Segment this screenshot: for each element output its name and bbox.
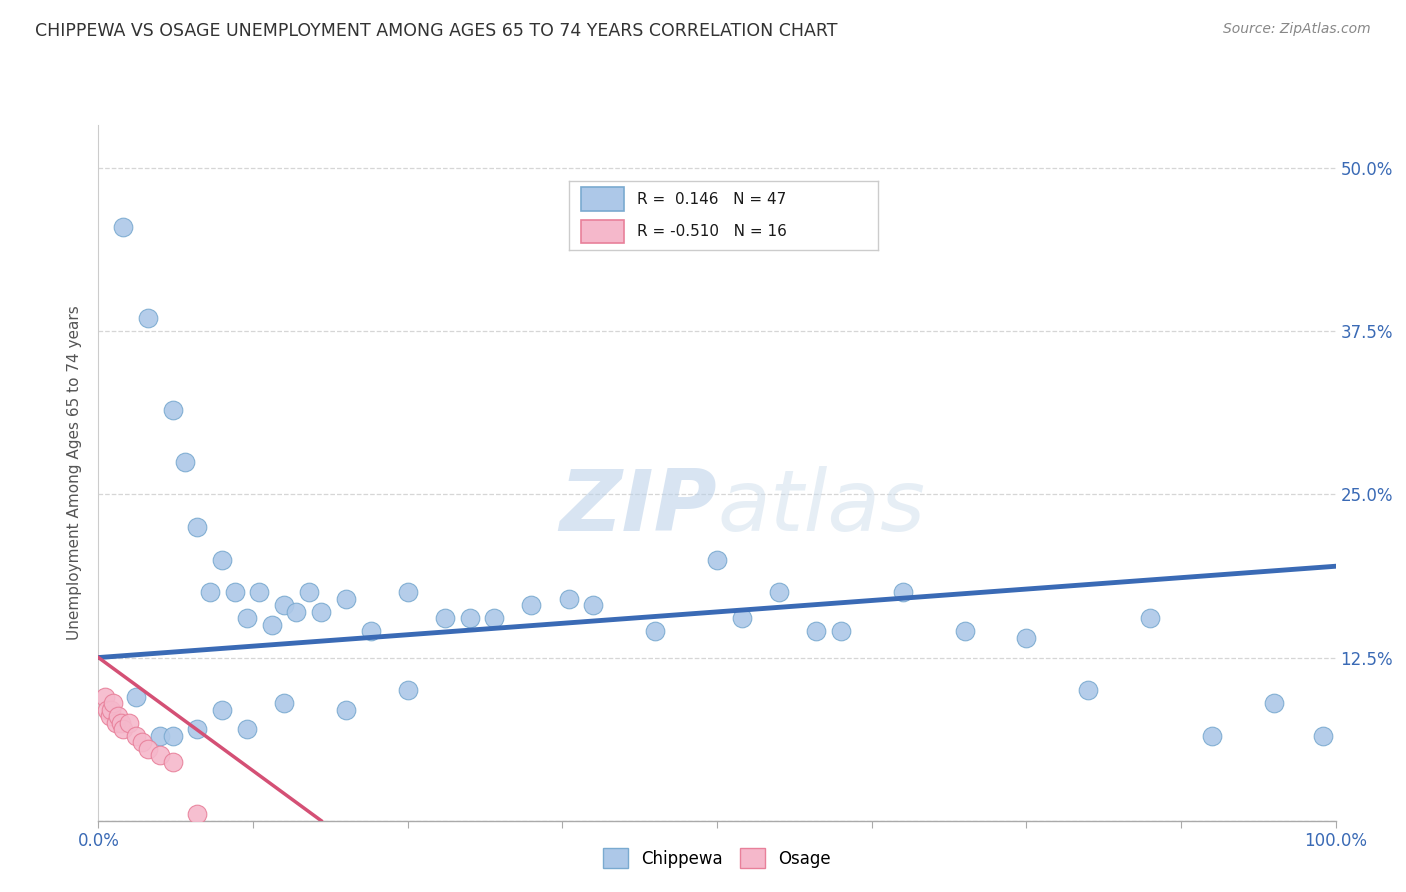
Point xyxy=(484,611,506,625)
Point xyxy=(247,585,270,599)
Point xyxy=(96,703,118,717)
Point xyxy=(433,611,456,625)
Point xyxy=(110,715,132,730)
Point xyxy=(211,552,233,566)
Point xyxy=(830,624,852,639)
Point xyxy=(360,624,382,639)
Point xyxy=(107,709,129,723)
Text: CHIPPEWA VS OSAGE UNEMPLOYMENT AMONG AGES 65 TO 74 YEARS CORRELATION CHART: CHIPPEWA VS OSAGE UNEMPLOYMENT AMONG AGE… xyxy=(35,22,838,40)
Point xyxy=(396,683,419,698)
Point xyxy=(1139,611,1161,625)
Point xyxy=(273,696,295,710)
Point xyxy=(285,605,308,619)
Text: atlas: atlas xyxy=(717,466,925,549)
Y-axis label: Unemployment Among Ages 65 to 74 years: Unemployment Among Ages 65 to 74 years xyxy=(67,305,83,640)
Point xyxy=(162,755,184,769)
Point xyxy=(224,585,246,599)
Point xyxy=(186,520,208,534)
Point xyxy=(124,729,146,743)
FancyBboxPatch shape xyxy=(581,219,624,244)
Point xyxy=(98,709,121,723)
Point xyxy=(174,455,197,469)
Point xyxy=(731,611,754,625)
Point xyxy=(557,591,579,606)
Point xyxy=(273,599,295,613)
Point xyxy=(131,735,153,749)
Point xyxy=(458,611,481,625)
Text: Source: ZipAtlas.com: Source: ZipAtlas.com xyxy=(1223,22,1371,37)
Point xyxy=(211,703,233,717)
Point xyxy=(520,599,543,613)
Point xyxy=(706,552,728,566)
Point xyxy=(1201,729,1223,743)
Point xyxy=(124,690,146,704)
Point xyxy=(118,715,141,730)
Point xyxy=(112,220,135,235)
Point xyxy=(396,585,419,599)
FancyBboxPatch shape xyxy=(581,187,624,211)
Text: ZIP: ZIP xyxy=(560,466,717,549)
Point xyxy=(1077,683,1099,698)
Point xyxy=(186,723,208,737)
Point xyxy=(104,715,127,730)
Point xyxy=(768,585,790,599)
Text: R = -0.510   N = 16: R = -0.510 N = 16 xyxy=(637,224,786,239)
Point xyxy=(186,807,208,822)
Point xyxy=(1015,631,1038,645)
Point xyxy=(260,618,283,632)
Point xyxy=(236,723,259,737)
Legend: Chippewa, Osage: Chippewa, Osage xyxy=(596,841,838,875)
Point xyxy=(162,729,184,743)
Point xyxy=(335,591,357,606)
Point xyxy=(953,624,976,639)
Point xyxy=(149,729,172,743)
Point xyxy=(100,703,122,717)
Point xyxy=(804,624,827,639)
Point xyxy=(162,402,184,417)
Point xyxy=(1312,729,1334,743)
Point xyxy=(136,311,159,326)
Point xyxy=(198,585,221,599)
Text: R =  0.146   N = 47: R = 0.146 N = 47 xyxy=(637,192,786,207)
Point xyxy=(1263,696,1285,710)
Point xyxy=(298,585,321,599)
Point xyxy=(644,624,666,639)
Point xyxy=(309,605,332,619)
Point xyxy=(136,742,159,756)
Point xyxy=(891,585,914,599)
Point xyxy=(103,696,125,710)
Point xyxy=(149,748,172,763)
Point xyxy=(93,690,115,704)
Point xyxy=(582,599,605,613)
Point xyxy=(335,703,357,717)
Point xyxy=(236,611,259,625)
Point xyxy=(112,723,135,737)
